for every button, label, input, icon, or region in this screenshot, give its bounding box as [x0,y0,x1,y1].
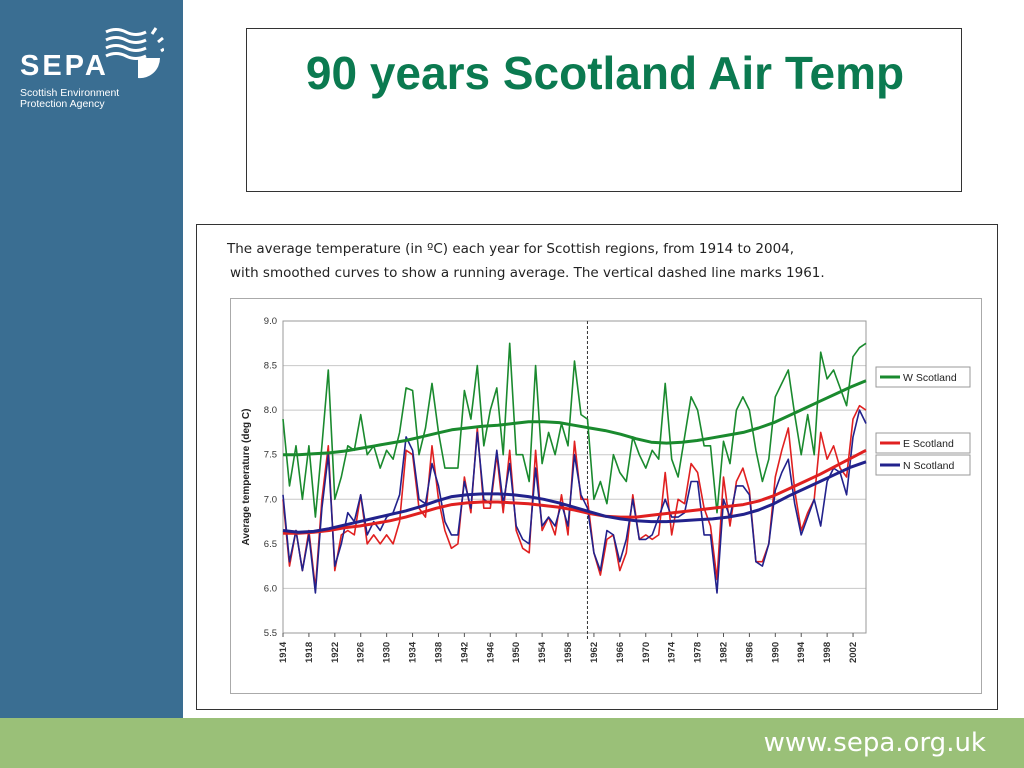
y-tick-label: 7.0 [264,494,277,505]
slide-title: 90 years Scotland Air Temp [305,47,905,99]
series-line-e [282,404,867,590]
url-suffix: .org.uk [895,728,986,758]
caption-line-1: The average temperature (in ºC) each yea… [227,241,795,257]
series-line-w [282,342,867,518]
title-box: 90 years Scotland Air Temp [246,28,962,192]
legend-label: E Scotland [903,438,954,450]
x-tick-label: 1918 [304,642,315,663]
x-tick-label: 1974 [667,641,678,663]
url-prefix: www. [763,728,834,758]
x-tick-label: 1914 [278,641,289,663]
logo-subtitle: Scottish Environment Protection Agency [20,87,120,110]
x-tick-label: 1930 [382,642,393,663]
y-tick-label: 6.0 [264,583,277,594]
caption-line-2: with smoothed curves to show a running a… [230,265,825,281]
legend-box [875,366,971,388]
x-tick-label: 1926 [356,642,367,663]
x-tick-label: 1994 [796,641,807,663]
legend-box [875,454,971,476]
waves-sun-icon [105,27,164,79]
plot-area: 5.5 6.0 6.5 7.0 7.5 8.0 8.5 9.0 1914 1918 1922 1926… [230,298,982,694]
legend-box [875,432,971,454]
x-tick-label: 1954 [537,641,548,663]
x-tick-label: 1962 [589,642,600,663]
y-tick-label: 7.5 [264,450,277,461]
chart-caption: The average temperature (in ºC) each yea… [227,237,987,285]
sepa-logo: SEPA Scottish Environment Protection Age… [20,24,165,119]
y-tick-label: 8.0 [264,405,277,416]
x-tick-label: 1990 [770,642,781,663]
x-tick-label: 2002 [848,642,859,663]
x-tick-label: 1982 [718,642,729,663]
y-tick-label: 6.5 [264,539,277,550]
logo-name: SEPA [20,50,109,82]
legend-label: N Scotland [903,460,955,472]
y-tick-label: 5.5 [264,628,277,639]
x-tick-label: 1978 [693,642,704,663]
x-tick-label: 1986 [744,642,755,663]
x-tick-label: 1950 [511,642,522,663]
smoothed-line-e [283,448,867,535]
sidebar: SEPA Scottish Environment Protection Age… [0,0,183,718]
x-tick-label: 1970 [641,642,652,663]
legend-label: W Scotland [903,372,957,384]
x-tick-label: 1938 [433,642,444,663]
series-line-n [282,409,867,594]
x-tick-label: 1922 [330,642,341,663]
chart-panel: The average temperature (in ºC) each yea… [196,224,998,710]
x-tick-label: 1946 [485,642,496,663]
x-tick-label: 1958 [563,642,574,663]
x-tick-label: 1934 [408,641,419,663]
plot-border [282,320,867,634]
url-brand: sepa [833,728,896,758]
smoothed-line-n [282,460,867,534]
x-tick-label: 1942 [459,642,470,663]
y-tick-label: 8.5 [264,361,277,372]
temperature-chart: 5.5 6.0 6.5 7.0 7.5 8.0 8.5 9.0 1914 1918 1922 1926… [241,316,971,663]
y-axis-label: Average temperature (deg C) [241,409,252,546]
smoothed-line-w [283,379,867,457]
x-tick-label: 1966 [615,642,626,663]
x-tick-label: 1998 [822,642,833,663]
footer-bar [0,718,1024,768]
y-tick-label: 9.0 [264,316,277,327]
footer-url[interactable]: www.sepa.org.uk [764,728,986,758]
